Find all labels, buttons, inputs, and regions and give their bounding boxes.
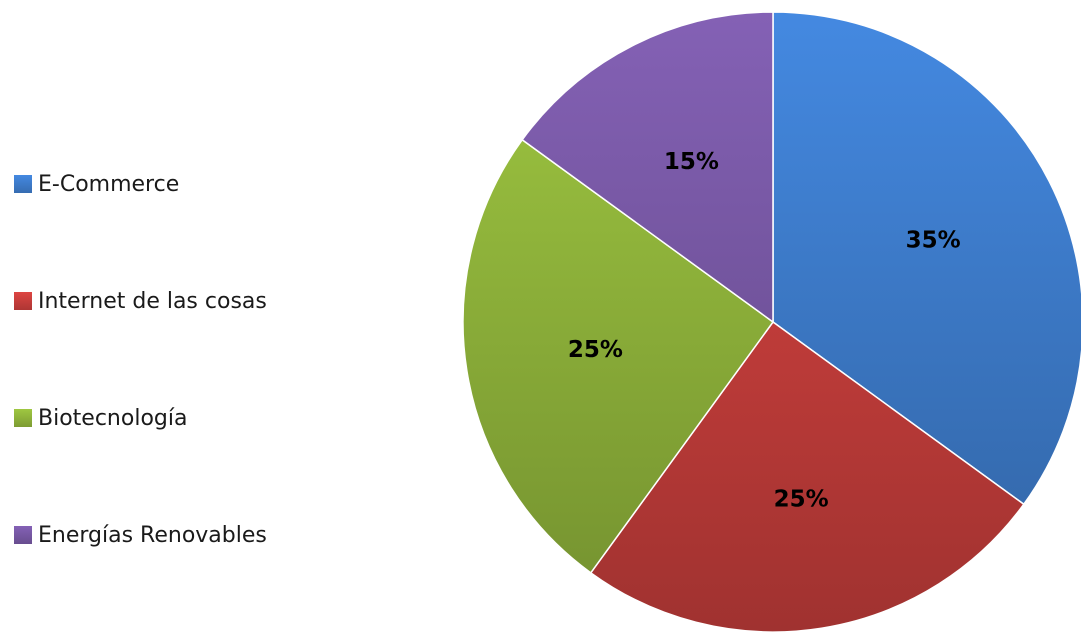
pie-slice-biotecnologia xyxy=(462,138,775,574)
legend-item-internet-de-las-cosas: Internet de las cosas xyxy=(14,285,267,317)
data-label-internet-de-las-cosas: 25% xyxy=(774,487,829,513)
legend-swatch xyxy=(14,409,32,427)
pie-slice-energias-renovables xyxy=(521,11,774,324)
legend-item-biotecnologia: Biotecnología xyxy=(14,402,267,434)
pie-slices xyxy=(462,11,1081,633)
legend-item-energias-renovables: Energías Renovables xyxy=(14,519,267,551)
legend-label: E-Commerce xyxy=(38,171,180,197)
pie-data-labels: 35% 25% 25% 15% xyxy=(568,149,961,513)
legend-label: Energías Renovables xyxy=(38,522,267,548)
legend-label: Internet de las cosas xyxy=(38,288,267,314)
legend-label: Biotecnología xyxy=(38,405,188,431)
chart-legend: E-Commerce Internet de las cosas Biotecnol… xyxy=(14,168,267,551)
legend-swatch xyxy=(14,175,32,193)
data-label-energias-renovables: 15% xyxy=(664,149,719,175)
pie-slice-internet-de-las-cosas xyxy=(589,320,1025,633)
pie-slice-e-commerce xyxy=(772,11,1081,506)
data-label-biotecnologia: 25% xyxy=(568,337,623,363)
legend-swatch xyxy=(14,292,32,310)
legend-swatch xyxy=(14,526,32,544)
legend-item-e-commerce: E-Commerce xyxy=(14,168,267,200)
data-label-e-commerce: 35% xyxy=(906,227,961,253)
